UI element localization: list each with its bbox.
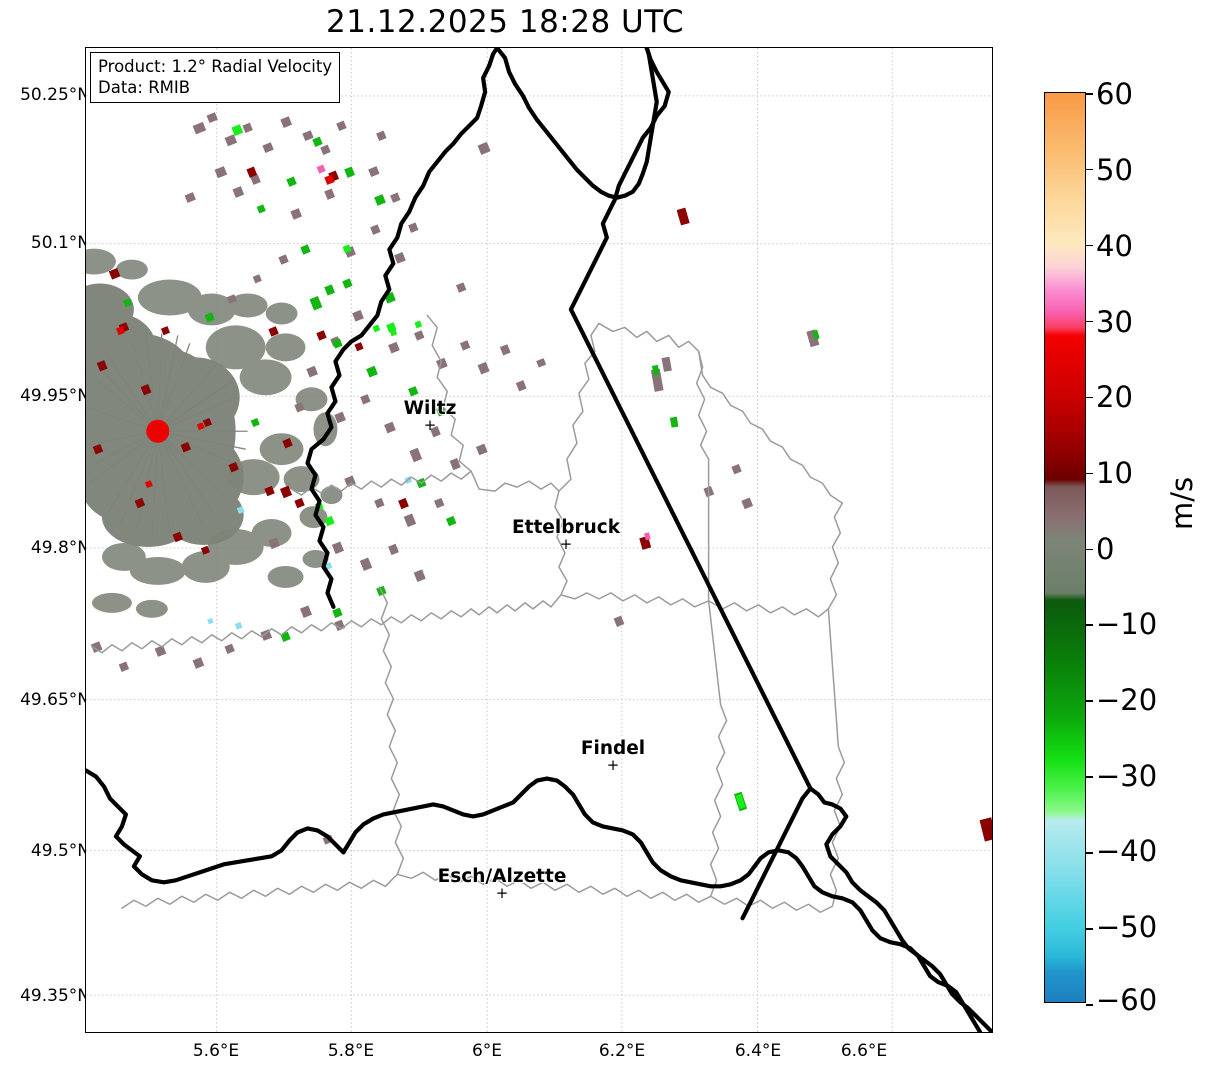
colorbar-tick-mark: [1086, 776, 1093, 778]
colorbar-tick-label: −60: [1096, 983, 1158, 1017]
city-name: Wiltz: [403, 398, 457, 419]
colorbar[interactable]: [1044, 92, 1093, 1006]
scattered-echoes-neutral: [90, 112, 820, 845]
x-tick-label: 6.4°E: [734, 1041, 782, 1061]
x-tick-label: 6.6°E: [840, 1041, 888, 1061]
y-tick-label: 49.5°N: [30, 841, 90, 861]
colorbar-tick-mark: [1086, 624, 1093, 626]
colorbar-tick-mark: [1086, 1004, 1093, 1006]
city-label-wiltz: Wiltz +: [403, 398, 457, 434]
colorbar-tick-label: 50: [1096, 153, 1133, 187]
city-name: Esch/Alzette: [437, 866, 567, 887]
colorbar-tick-mark: [1086, 396, 1093, 399]
y-tick-label: 50.1°N: [30, 233, 90, 253]
x-tick-mark: [343, 1032, 344, 1033]
x-tick-mark: [750, 1032, 751, 1033]
x-tick-label: 5.6°E: [192, 1041, 240, 1061]
scattered-echoes-dark-red: [92, 166, 992, 842]
internal-district-borders: [91, 314, 846, 913]
y-tick-mark: [85, 546, 86, 547]
colorbar-tick-label: 20: [1096, 380, 1133, 414]
map-canvas: [86, 48, 992, 1032]
national-borders: [86, 48, 992, 1032]
colorbar-tick-mark: [1086, 700, 1093, 702]
colorbar-tick-mark: [1086, 548, 1093, 550]
colorbar-tick-mark: [1086, 168, 1093, 171]
colorbar-tick-label: 30: [1096, 305, 1133, 339]
clutter-rosette-outer: [86, 248, 343, 618]
colorbar-tick-mark: [1086, 472, 1093, 475]
colorbar-unit-label: m/s: [1165, 476, 1199, 530]
city-label-findel: Findel +: [580, 738, 646, 774]
colorbar-tick-mark: [1086, 852, 1093, 854]
y-tick-mark: [85, 827, 86, 828]
y-tick-mark: [85, 264, 86, 265]
radar-map-plot[interactable]: Product: 1.2° Radial Velocity Data: RMIB…: [85, 47, 993, 1033]
colorbar-tick-label: 40: [1096, 229, 1133, 263]
city-name: Ettelbruck: [511, 517, 621, 538]
city-name: Findel: [580, 738, 646, 759]
scattered-echoes-red: [116, 174, 335, 489]
y-tick-label: 49.95°N: [20, 386, 90, 406]
colorbar-tick-label: −50: [1096, 910, 1158, 944]
colorbar-tick-mark: [1086, 93, 1093, 95]
x-tick-mark: [208, 1032, 209, 1033]
x-tick-label: 6.2°E: [598, 1041, 646, 1061]
y-tick-label: 49.65°N: [20, 690, 90, 710]
y-tick-label: 50.25°N: [20, 85, 90, 105]
page-title: 21.12.2025 18:28 UTC: [326, 4, 684, 40]
colorbar-tick-label: 0: [1096, 532, 1115, 566]
x-tick-mark: [886, 1032, 887, 1033]
info-product-line: Product: 1.2° Radial Velocity: [98, 57, 333, 76]
colorbar-tick-mark: [1086, 320, 1093, 323]
colorbar-gradient: [1045, 93, 1085, 1002]
y-tick-mark: [85, 123, 86, 124]
colorbar-tick-label: −40: [1096, 834, 1158, 868]
x-tick-label: 6°E: [471, 1041, 503, 1061]
scattered-echoes-pink: [316, 164, 651, 541]
radar-echo-layer: [86, 112, 992, 845]
city-marker-icon: +: [495, 884, 509, 902]
radar-site-marker[interactable]: [146, 419, 170, 443]
city-label-ettelbruck: Ettelbruck +: [511, 517, 621, 553]
y-tick-mark: [85, 405, 86, 406]
info-data-line: Data: RMIB: [98, 78, 191, 98]
y-tick-label: 49.8°N: [30, 538, 90, 558]
info-box: Product: 1.2° Radial Velocity Data: RMIB: [90, 52, 341, 104]
colorbar-tick-label: −20: [1096, 683, 1158, 717]
colorbar-tick-mark: [1086, 244, 1093, 247]
x-tick-label: 5.8°E: [327, 1041, 375, 1061]
y-tick-mark: [85, 968, 86, 969]
scattered-echoes-bright-green: [231, 124, 746, 810]
colorbar-tick-label: 10: [1096, 456, 1133, 490]
colorbar-tick-label: 60: [1096, 77, 1133, 111]
colorbar-tick-mark: [1086, 928, 1093, 930]
city-marker-icon: +: [423, 416, 437, 434]
city-label-esch-alzette: Esch/Alzette +: [437, 866, 567, 902]
y-tick-label: 49.35°N: [20, 986, 90, 1006]
city-marker-icon: +: [606, 756, 620, 774]
colorbar-tick-label: −10: [1096, 607, 1158, 641]
colorbar-tick-label: −30: [1096, 759, 1158, 793]
y-tick-mark: [85, 687, 86, 688]
x-tick-mark: [479, 1032, 480, 1033]
city-marker-icon: +: [559, 535, 573, 553]
x-tick-mark: [615, 1032, 616, 1033]
